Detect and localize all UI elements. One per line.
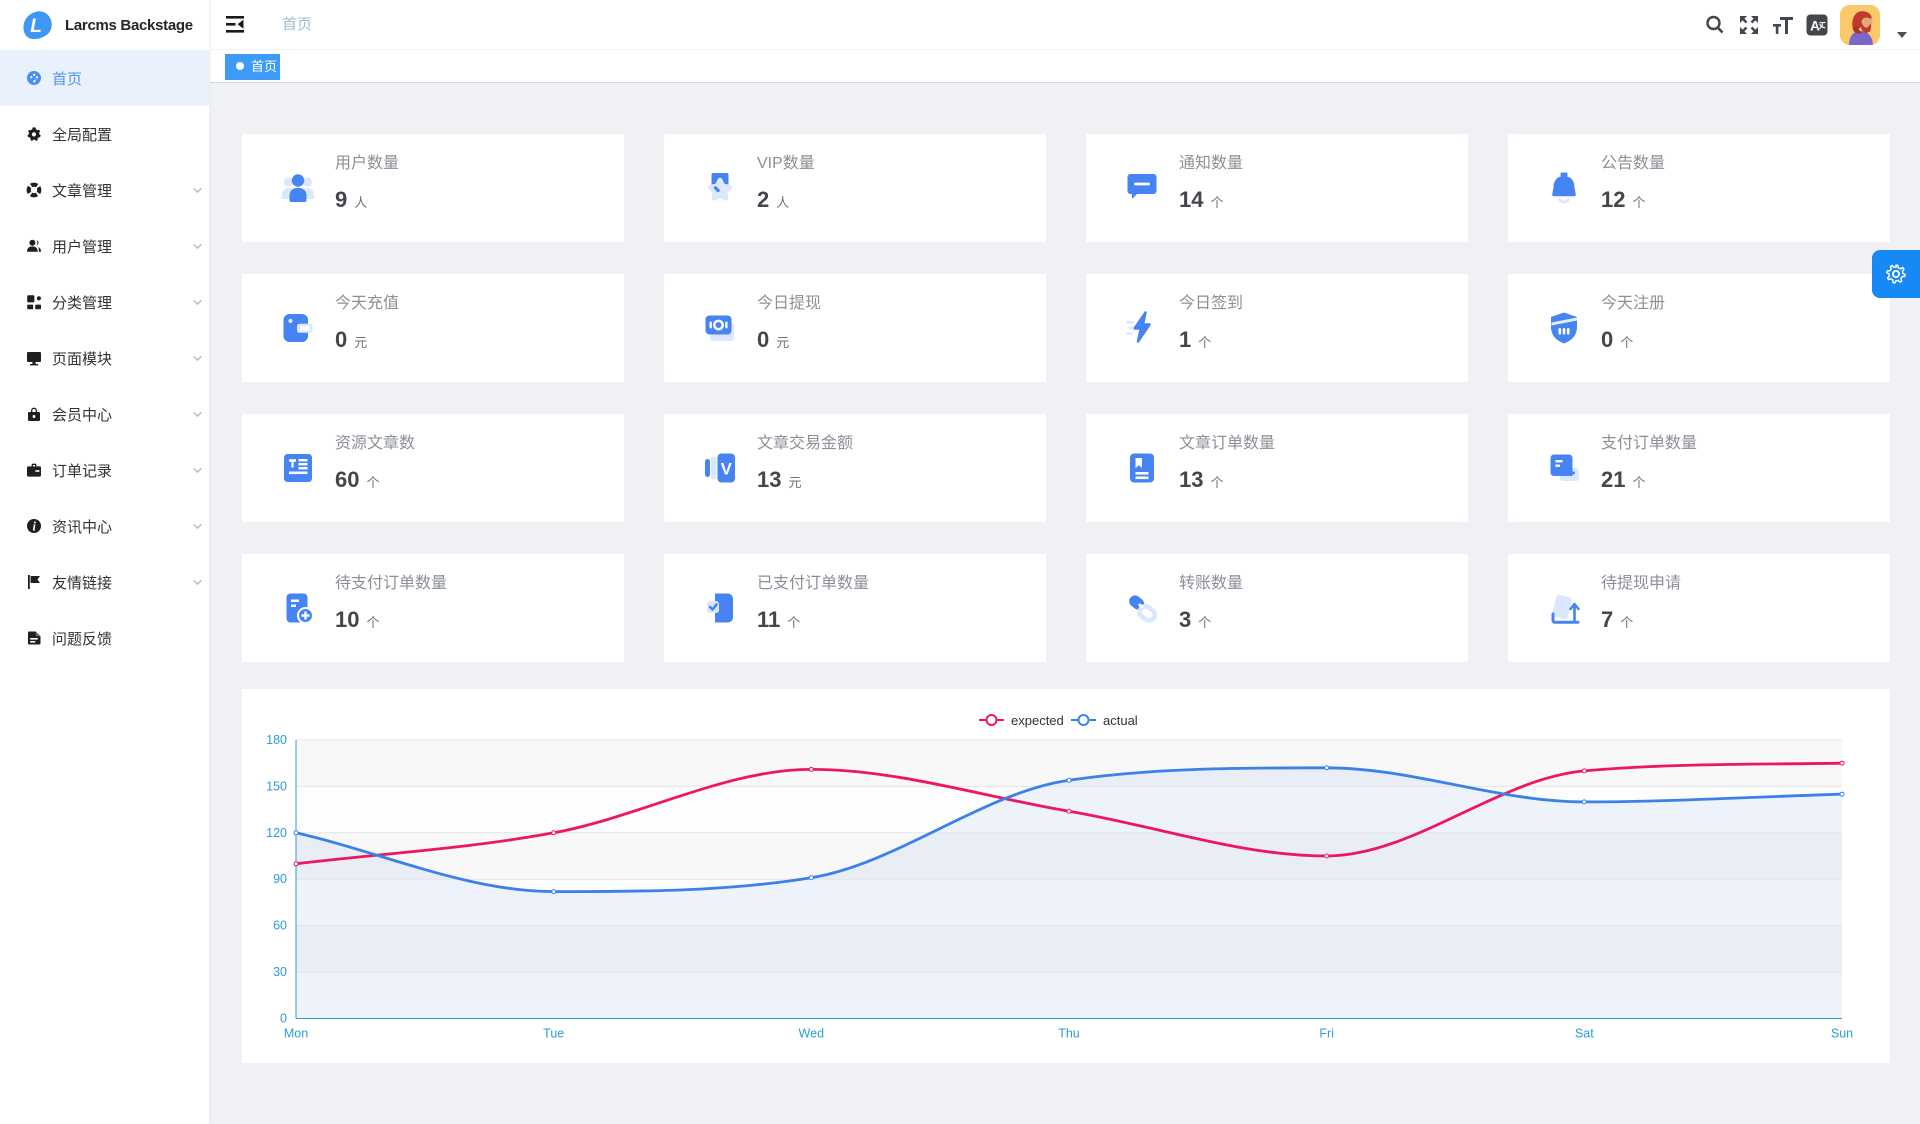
svg-text:150: 150 xyxy=(266,779,287,793)
svg-text:Mon: Mon xyxy=(284,1027,308,1041)
svg-text:expected: expected xyxy=(1011,713,1064,728)
svg-text:180: 180 xyxy=(266,733,287,747)
svg-text:A: A xyxy=(1810,19,1820,34)
svg-text:Tue: Tue xyxy=(543,1027,564,1041)
svg-text:60: 60 xyxy=(273,919,287,933)
svg-text:30: 30 xyxy=(273,965,287,979)
svg-text:V: V xyxy=(721,461,732,479)
svg-text:Sat: Sat xyxy=(1575,1027,1594,1041)
svg-text:Wed: Wed xyxy=(799,1027,825,1041)
svg-text:0: 0 xyxy=(280,1012,287,1026)
svg-text:90: 90 xyxy=(273,872,287,886)
svg-text:Thu: Thu xyxy=(1058,1027,1080,1041)
svg-text:Fri: Fri xyxy=(1319,1027,1334,1041)
svg-text:i: i xyxy=(32,519,36,533)
svg-text:actual: actual xyxy=(1103,713,1138,728)
svg-text:L: L xyxy=(30,16,42,37)
svg-text:Sun: Sun xyxy=(1831,1027,1853,1041)
svg-text:120: 120 xyxy=(266,826,287,840)
